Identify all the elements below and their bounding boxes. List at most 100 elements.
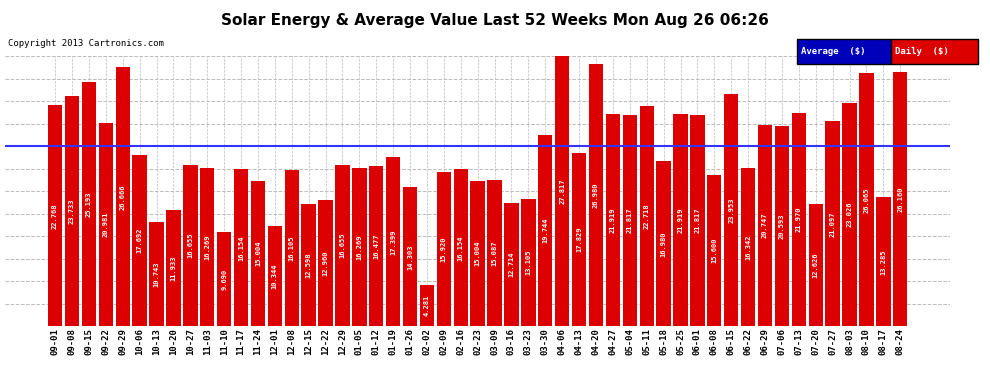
Text: 17.829: 17.829 [576,227,582,252]
Bar [437,172,451,326]
Text: 26.065: 26.065 [863,187,869,213]
Bar [284,170,299,326]
Text: 20.593: 20.593 [779,214,785,239]
Text: 21.097: 21.097 [830,211,836,237]
Text: 15.087: 15.087 [492,240,498,266]
Bar [589,64,603,326]
Text: 23.733: 23.733 [69,198,75,224]
Text: 15.004: 15.004 [474,241,481,266]
Bar [48,105,62,326]
Bar [893,72,908,326]
Text: 10.743: 10.743 [153,261,159,287]
Bar [724,94,739,326]
Text: 26.666: 26.666 [120,184,126,210]
Bar [183,165,198,326]
Bar [741,168,755,326]
Bar [302,204,316,326]
Bar [267,226,282,326]
Text: 16.105: 16.105 [289,236,295,261]
Bar [606,114,620,326]
Text: 12.626: 12.626 [813,252,819,278]
Text: 15.600: 15.600 [711,238,718,263]
Text: 22.718: 22.718 [644,203,649,229]
Text: Solar Energy & Average Value Last 52 Weeks Mon Aug 26 06:26: Solar Energy & Average Value Last 52 Wee… [221,13,769,28]
Text: 9.690: 9.690 [221,268,227,290]
Text: 16.269: 16.269 [204,234,210,260]
Text: Average  ($): Average ($) [801,47,865,56]
Text: 12.598: 12.598 [306,252,312,278]
Text: Daily  ($): Daily ($) [895,47,948,56]
Bar [487,180,502,326]
Text: 15.004: 15.004 [255,241,261,266]
Text: 10.344: 10.344 [272,263,278,289]
Bar [336,165,349,326]
Bar [826,122,840,326]
Bar [859,73,873,326]
Bar [470,181,485,326]
Bar [521,199,536,326]
Bar [369,166,383,326]
Bar [116,68,130,326]
Text: 19.744: 19.744 [543,218,548,243]
Bar [319,201,333,326]
Bar [673,114,688,326]
Bar [640,106,653,326]
Bar [200,168,215,326]
Text: 11.933: 11.933 [170,256,176,281]
Text: 17.399: 17.399 [390,229,396,255]
Bar [690,114,705,326]
Text: 16.342: 16.342 [745,234,751,260]
Bar [64,96,79,326]
Bar [234,170,248,326]
Bar [403,188,417,326]
Bar [504,203,519,326]
Bar [133,154,147,326]
Text: 20.981: 20.981 [103,211,109,237]
Text: 26.980: 26.980 [593,183,599,208]
Text: 16.655: 16.655 [340,232,346,258]
Bar [572,153,586,326]
Text: 16.477: 16.477 [373,234,379,259]
Bar [775,126,789,326]
Bar [809,204,823,326]
Text: 16.980: 16.980 [660,231,666,256]
Text: 21.817: 21.817 [627,208,633,233]
Bar [876,197,891,326]
Bar [453,170,468,326]
Text: 16.655: 16.655 [187,232,193,258]
Bar [149,222,163,326]
Text: 12.714: 12.714 [509,252,515,277]
Text: 21.817: 21.817 [694,208,700,233]
Text: 21.970: 21.970 [796,207,802,232]
Text: 21.919: 21.919 [610,207,616,232]
Text: 27.817: 27.817 [559,178,565,204]
Bar [217,232,232,326]
Text: 16.269: 16.269 [356,234,362,260]
Text: 16.154: 16.154 [238,235,245,261]
Bar [757,125,772,326]
Bar [166,210,180,326]
Text: 12.960: 12.960 [323,251,329,276]
Text: 21.919: 21.919 [677,207,683,232]
Text: 16.154: 16.154 [457,235,463,261]
Text: 23.026: 23.026 [846,202,852,227]
Text: 14.303: 14.303 [407,244,413,270]
Text: 4.281: 4.281 [424,295,430,316]
Bar [555,56,569,326]
Bar [842,103,856,326]
Bar [656,162,671,326]
Text: 23.953: 23.953 [729,197,735,223]
Text: 15.920: 15.920 [441,236,446,262]
Bar [792,113,806,326]
Bar [539,135,552,326]
Bar [707,175,722,326]
Text: 17.692: 17.692 [137,228,143,253]
Bar [99,123,113,326]
Text: 26.160: 26.160 [897,186,903,212]
Bar [352,168,366,326]
Text: 25.193: 25.193 [86,191,92,217]
Text: 13.285: 13.285 [880,249,886,274]
Text: 20.747: 20.747 [762,213,768,238]
Text: Copyright 2013 Cartronics.com: Copyright 2013 Cartronics.com [8,39,163,48]
Bar [623,114,637,326]
